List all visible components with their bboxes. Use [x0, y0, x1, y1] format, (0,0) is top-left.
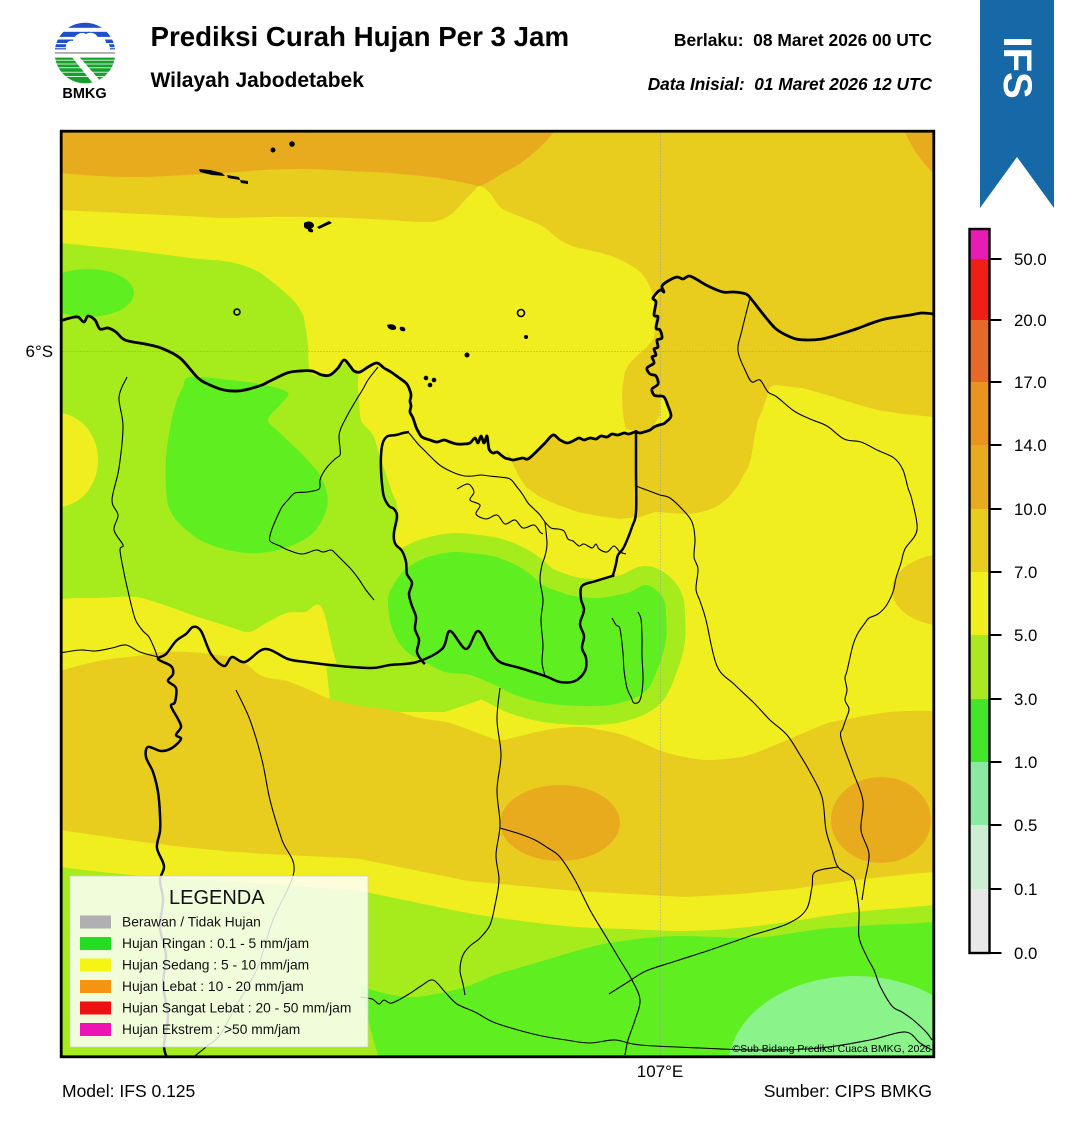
svg-text:Berlaku: 08 Maret 2026 00 UTC: Berlaku: 08 Maret 2026 00 UTC	[674, 30, 933, 50]
svg-text:BMKG: BMKG	[62, 86, 106, 102]
svg-text:0.1: 0.1	[1014, 880, 1037, 899]
svg-text:LEGENDA: LEGENDA	[169, 887, 265, 909]
svg-text:17.0: 17.0	[1014, 373, 1047, 392]
svg-text:IFS: IFS	[995, 37, 1039, 99]
svg-text:1.0: 1.0	[1014, 753, 1037, 772]
svg-text:50.0: 50.0	[1014, 250, 1047, 269]
svg-text:Hujan Lebat : 10 - 20 mm/jam: Hujan Lebat : 10 - 20 mm/jam	[122, 979, 304, 994]
svg-text:Prediksi Curah Hujan Per 3 Jam: Prediksi Curah Hujan Per 3 Jam	[151, 21, 570, 52]
svg-text:107°E: 107°E	[637, 1062, 684, 1081]
svg-text:6°S: 6°S	[26, 342, 54, 361]
svg-text:10.0: 10.0	[1014, 500, 1047, 519]
svg-text:Hujan Ringan : 0.1 - 5 mm/jam: Hujan Ringan : 0.1 - 5 mm/jam	[122, 936, 309, 951]
svg-text:Hujan Ekstrem : >50 mm/jam: Hujan Ekstrem : >50 mm/jam	[122, 1022, 300, 1037]
svg-text:Model: IFS 0.125: Model: IFS 0.125	[62, 1081, 195, 1101]
svg-text:Wilayah Jabodetabek: Wilayah Jabodetabek	[151, 69, 365, 92]
svg-text:Hujan Sangat Lebat : 20 - 50 m: Hujan Sangat Lebat : 20 - 50 mm/jam	[122, 1001, 351, 1016]
svg-text:Sumber: CIPS BMKG: Sumber: CIPS BMKG	[764, 1081, 932, 1101]
svg-text:Data Inisial: 01 Maret 2026 1: Data Inisial: 01 Maret 2026 12 UTC	[648, 74, 933, 94]
svg-text:14.0: 14.0	[1014, 436, 1047, 455]
svg-text:0.0: 0.0	[1014, 944, 1037, 963]
svg-text:©Sub Bidang Prediksi Cuaca BMK: ©Sub Bidang Prediksi Cuaca BMKG, 2026	[732, 1043, 931, 1055]
svg-text:20.0: 20.0	[1014, 311, 1047, 330]
svg-text:Hujan Sedang : 5 - 10 mm/jam: Hujan Sedang : 5 - 10 mm/jam	[122, 958, 309, 973]
svg-text:0.5: 0.5	[1014, 816, 1037, 835]
svg-text:5.0: 5.0	[1014, 626, 1037, 645]
svg-text:Berawan / Tidak Hujan: Berawan / Tidak Hujan	[122, 915, 261, 930]
svg-text:7.0: 7.0	[1014, 563, 1037, 582]
svg-text:3.0: 3.0	[1014, 690, 1037, 709]
